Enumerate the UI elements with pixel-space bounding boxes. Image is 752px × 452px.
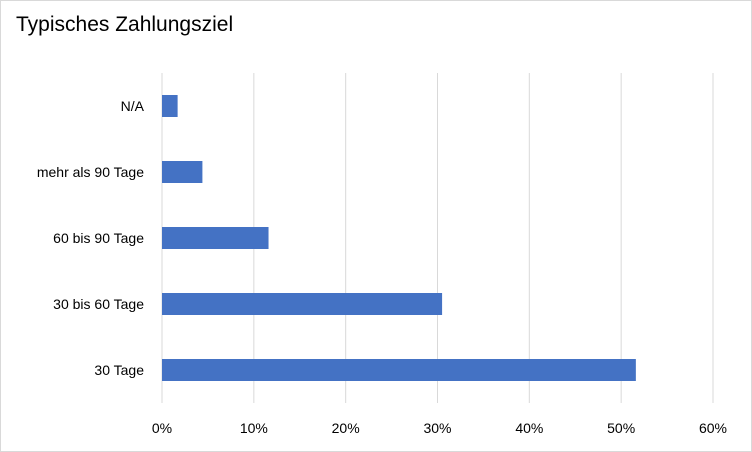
x-tick-labels: 0% 10% 20% 30% 40% 50% 60% (152, 420, 727, 436)
x-tick-label: 40% (515, 420, 543, 436)
category-label: 60 bis 90 Tage (53, 230, 144, 246)
category-label: N/A (121, 98, 145, 114)
x-tick-label: 10% (240, 420, 268, 436)
category-labels: N/A mehr als 90 Tage 60 bis 90 Tage 30 bis … (37, 98, 145, 378)
chart-title: Typisches Zahlungsziel (16, 13, 234, 36)
category-label: mehr als 90 Tage (37, 164, 144, 180)
x-tick-label: 20% (332, 420, 360, 436)
bars (162, 95, 636, 381)
bar (162, 227, 269, 249)
category-label: 30 Tage (94, 362, 144, 378)
bar (162, 359, 636, 381)
category-label: 30 bis 60 Tage (53, 296, 144, 312)
bar (162, 95, 178, 117)
bar (162, 293, 443, 315)
x-tick-label: 50% (607, 420, 635, 436)
x-tick-label: 60% (699, 420, 727, 436)
x-tick-label: 30% (423, 420, 451, 436)
x-tick-label: 0% (152, 420, 172, 436)
bar (162, 161, 203, 183)
